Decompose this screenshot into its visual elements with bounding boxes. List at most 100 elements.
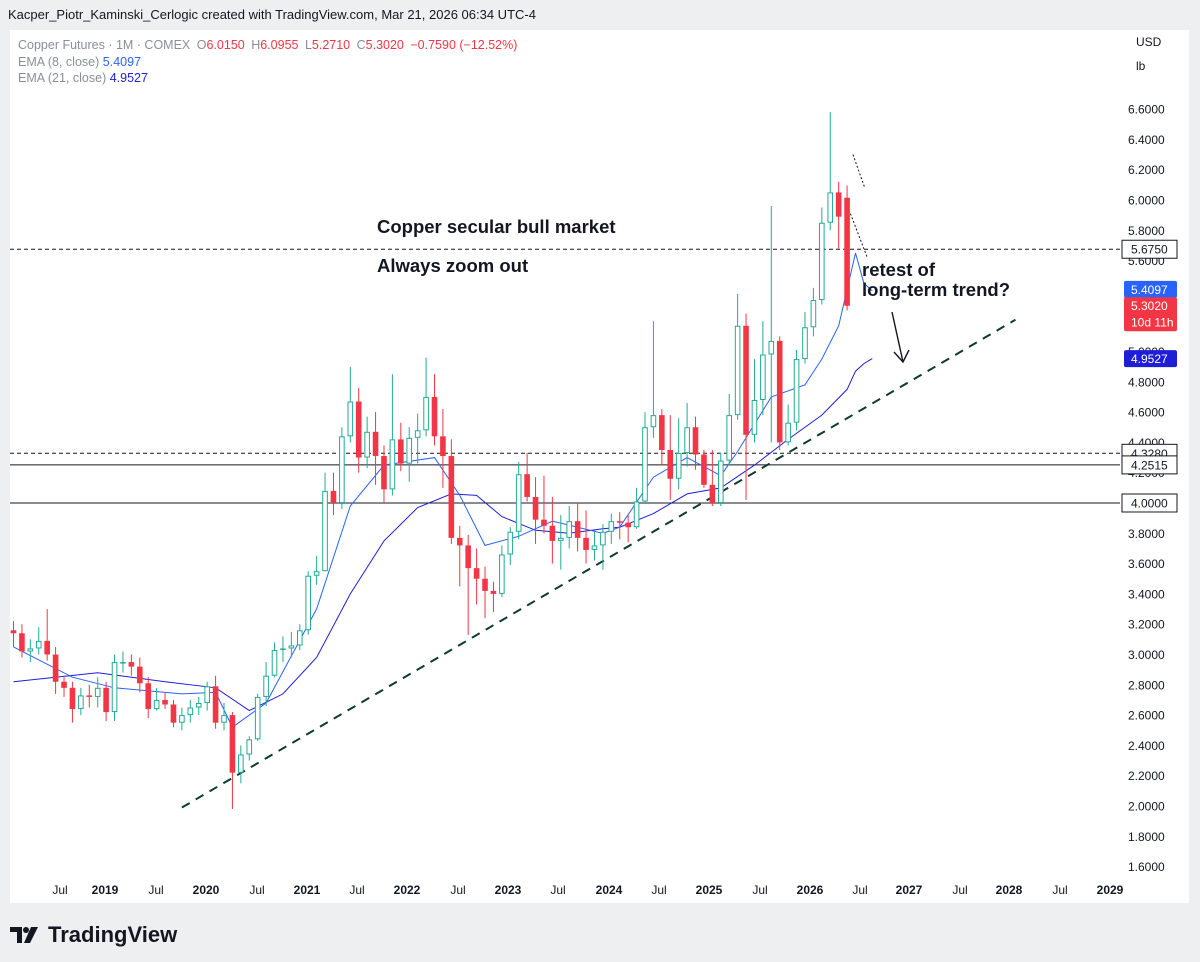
- candle-body-down[interactable]: [549, 525, 556, 541]
- candle-body-down[interactable]: [659, 415, 665, 450]
- price-tag[interactable]: [1124, 350, 1177, 368]
- candle-body-down[interactable]: [372, 431, 379, 457]
- candle-body-up[interactable]: [734, 325, 741, 416]
- candle-body-down[interactable]: [465, 545, 471, 569]
- candle-body-up[interactable]: [507, 531, 514, 555]
- candle-body-up[interactable]: [339, 436, 345, 503]
- candle-body-up[interactable]: [280, 648, 286, 650]
- candle-body-down[interactable]: [709, 484, 716, 503]
- chart-annotation-text[interactable]: retest of: [862, 259, 936, 280]
- candle-body-down[interactable]: [440, 436, 446, 457]
- level-price-tag[interactable]: [1121, 455, 1178, 475]
- candle-body-up[interactable]: [414, 430, 421, 438]
- candle-body-up[interactable]: [558, 537, 564, 541]
- candle-body-down[interactable]: [776, 340, 783, 443]
- candle-body-down[interactable]: [10, 630, 17, 634]
- candle-body-up[interactable]: [515, 474, 522, 532]
- down-arrow-icon[interactable]: [891, 311, 904, 363]
- candle-body-up[interactable]: [406, 437, 413, 464]
- candle-body-down[interactable]: [448, 456, 455, 538]
- candle-body-up[interactable]: [423, 396, 429, 431]
- ema8-line[interactable]: [13, 252, 873, 728]
- candle-body-up[interactable]: [633, 501, 640, 528]
- candle-body-down[interactable]: [162, 699, 168, 705]
- candle-body-up[interactable]: [195, 702, 202, 708]
- candle-body-up[interactable]: [246, 739, 253, 755]
- candle-body-down[interactable]: [667, 449, 674, 479]
- candle-body-down[interactable]: [532, 496, 539, 520]
- candle-body-up[interactable]: [600, 531, 606, 546]
- candle-body-down[interactable]: [52, 654, 59, 682]
- candle-body-up[interactable]: [608, 521, 615, 532]
- candle-body-up[interactable]: [751, 399, 758, 435]
- candle-body-down[interactable]: [490, 590, 497, 594]
- candle-body-up[interactable]: [78, 695, 84, 710]
- ema8-row[interactable]: EMA (8, close) 5.4097: [18, 54, 517, 71]
- long-term-trendline[interactable]: [181, 318, 1016, 809]
- candle-body-down[interactable]: [229, 715, 236, 773]
- candle-body-down[interactable]: [19, 633, 25, 652]
- candle-body-down[interactable]: [541, 519, 547, 526]
- chart-annotation-text[interactable]: Copper secular bull market: [377, 216, 616, 237]
- candle-body-up[interactable]: [810, 299, 817, 328]
- candle-body-down[interactable]: [835, 192, 842, 217]
- candle-body-down[interactable]: [44, 640, 50, 655]
- candle-body-down[interactable]: [431, 396, 438, 437]
- candle-body-down[interactable]: [743, 325, 749, 435]
- candle-body-down[interactable]: [574, 521, 581, 538]
- ema21-row[interactable]: EMA (21, close) 4.9527: [18, 70, 517, 87]
- candle-body-down[interactable]: [61, 681, 67, 688]
- candle-body-up[interactable]: [760, 354, 766, 400]
- candle-body-down[interactable]: [330, 490, 337, 503]
- candle-body-up[interactable]: [254, 696, 261, 740]
- candle-body-up[interactable]: [347, 401, 354, 437]
- candle-body-up[interactable]: [827, 192, 834, 223]
- level-price-tag[interactable]: [1121, 239, 1178, 259]
- candle-body-up[interactable]: [179, 715, 185, 723]
- chart-panel[interactable]: [10, 30, 1189, 903]
- candle-body-up[interactable]: [111, 662, 118, 713]
- candle-body-up[interactable]: [650, 415, 657, 428]
- candle-body-up[interactable]: [591, 545, 598, 550]
- chart-annotation-text[interactable]: Always zoom out: [377, 255, 528, 276]
- candle-body-down[interactable]: [473, 568, 480, 579]
- candle-body-up[interactable]: [313, 571, 320, 576]
- candle-body-down[interactable]: [381, 456, 387, 490]
- chart-annotation-text[interactable]: long-term trend?: [862, 279, 1010, 300]
- candle-body-up[interactable]: [35, 640, 42, 649]
- candle-body-down[interactable]: [398, 439, 404, 464]
- candle-body-down[interactable]: [355, 401, 362, 458]
- price-tag[interactable]: [1124, 297, 1177, 332]
- candle-body-up[interactable]: [802, 327, 808, 360]
- candle-body-up[interactable]: [566, 521, 573, 538]
- candle-body-up[interactable]: [389, 439, 396, 490]
- candle-body-up[interactable]: [288, 645, 295, 649]
- candle-body-up[interactable]: [642, 427, 648, 502]
- candle-body-up[interactable]: [271, 649, 278, 676]
- candle-body-down[interactable]: [170, 704, 177, 723]
- candle-body-down[interactable]: [456, 537, 463, 546]
- level-price-tag[interactable]: [1121, 493, 1178, 513]
- candle-body-down[interactable]: [212, 686, 219, 723]
- candle-body-up[interactable]: [27, 648, 34, 652]
- candle-body-down[interactable]: [583, 537, 589, 550]
- candle-body-down[interactable]: [145, 683, 152, 710]
- candle-body-down[interactable]: [616, 521, 623, 523]
- candle-body-down[interactable]: [103, 687, 109, 713]
- currency-label[interactable]: USD: [1136, 35, 1162, 49]
- candle-body-down[interactable]: [844, 197, 850, 306]
- candle-body-up[interactable]: [238, 754, 244, 773]
- candle-body-up[interactable]: [726, 415, 733, 461]
- candle-body-down[interactable]: [701, 454, 707, 485]
- candle-body-up[interactable]: [364, 431, 370, 458]
- unit-label[interactable]: lb: [1136, 59, 1146, 73]
- candle-body-down[interactable]: [692, 427, 699, 455]
- candle-body-up[interactable]: [684, 427, 690, 454]
- candle-body-up[interactable]: [94, 687, 101, 697]
- candle-body-down[interactable]: [482, 578, 488, 591]
- candle-body-up[interactable]: [153, 699, 160, 710]
- candle-body-up[interactable]: [296, 630, 303, 646]
- unit-selector[interactable]: USD lb: [1127, 34, 1177, 82]
- candle-body-down[interactable]: [128, 662, 135, 667]
- candle-body-up[interactable]: [499, 554, 505, 594]
